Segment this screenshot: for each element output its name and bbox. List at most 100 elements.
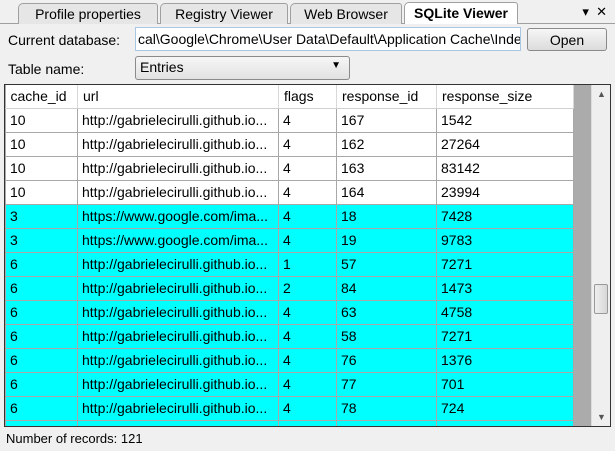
table-row[interactable]: 6 http://gabrielecirulli.github.io... 4 76 1…: [5, 347, 574, 373]
cell-flags[interactable]: 4: [278, 227, 337, 253]
cell-response_id[interactable]: [336, 419, 437, 426]
cell-response_size[interactable]: 7271: [436, 251, 574, 277]
table-row[interactable]: 6 http://gabrielecirulli.github.io... 2 84 1…: [5, 275, 574, 301]
cell-flags[interactable]: 4: [278, 155, 337, 181]
column-header-cache_id[interactable]: cache_id: [5, 85, 78, 109]
cell-response_size[interactable]: [436, 419, 574, 426]
cell-flags[interactable]: 4: [278, 179, 337, 205]
cell-cache_id[interactable]: 6: [5, 251, 78, 277]
column-header-flags[interactable]: flags: [278, 85, 337, 109]
cell-response_id[interactable]: 163: [336, 155, 437, 181]
open-button[interactable]: Open: [527, 28, 607, 51]
cell-url[interactable]: [77, 419, 279, 426]
table-row[interactable]: 6 http://gabrielecirulli.github.io... 4 58 7…: [5, 323, 574, 349]
cell-cache_id[interactable]: 6: [5, 395, 78, 421]
cell-response_id[interactable]: 78: [336, 395, 437, 421]
cell-response_size[interactable]: 4758: [436, 299, 574, 325]
cell-flags[interactable]: 4: [278, 299, 337, 325]
cell-response_id[interactable]: 77: [336, 371, 437, 397]
cell-url[interactable]: http://gabrielecirulli.github.io...: [77, 371, 279, 397]
cell-response_id[interactable]: 84: [336, 275, 437, 301]
cell-response_id[interactable]: 76: [336, 347, 437, 373]
cell-url[interactable]: http://gabrielecirulli.github.io...: [77, 323, 279, 349]
cell-url[interactable]: http://gabrielecirulli.github.io...: [77, 347, 279, 373]
cell-response_size[interactable]: 9783: [436, 227, 574, 253]
cell-response_size[interactable]: 83142: [436, 155, 574, 181]
cell-cache_id[interactable]: 6: [5, 347, 78, 373]
cell-flags[interactable]: 4: [278, 203, 337, 229]
cell-response_size[interactable]: 701: [436, 371, 574, 397]
cell-cache_id[interactable]: 6: [5, 371, 78, 397]
tab-web-browser[interactable]: Web Browser: [290, 3, 402, 24]
tab-sqlite-viewer[interactable]: SQLite Viewer: [404, 2, 518, 24]
cell-response_id[interactable]: 18: [336, 203, 437, 229]
cell-flags[interactable]: 4: [278, 395, 337, 421]
cell-response_size[interactable]: 27264: [436, 131, 574, 157]
cell-cache_id[interactable]: [5, 419, 78, 426]
table-row[interactable]: 10 http://gabrielecirulli.github.io... 4 16…: [5, 155, 574, 181]
table-row[interactable]: [5, 419, 574, 426]
table-name-select[interactable]: Entries ▼: [135, 56, 350, 80]
column-header-url[interactable]: url: [77, 85, 279, 109]
cell-cache_id[interactable]: 10: [5, 107, 78, 133]
cell-url[interactable]: https://www.google.com/ima...: [77, 203, 279, 229]
table-row[interactable]: 10 http://gabrielecirulli.github.io... 4 16…: [5, 107, 574, 133]
cell-response_size[interactable]: 1542: [436, 107, 574, 133]
scroll-up-icon[interactable]: ▲: [597, 89, 606, 99]
cell-flags[interactable]: 1: [278, 251, 337, 277]
scrollbar-thumb[interactable]: [594, 284, 608, 314]
cell-response_id[interactable]: 19: [336, 227, 437, 253]
table-row[interactable]: 6 http://gabrielecirulli.github.io... 4 77 7…: [5, 371, 574, 397]
table-row[interactable]: 6 http://gabrielecirulli.github.io... 4 63 4…: [5, 299, 574, 325]
cell-flags[interactable]: 4: [278, 131, 337, 157]
cell-cache_id[interactable]: 6: [5, 323, 78, 349]
cell-response_id[interactable]: 167: [336, 107, 437, 133]
cell-response_size[interactable]: 23994: [436, 179, 574, 205]
tab-profile-properties[interactable]: Profile properties: [18, 3, 158, 24]
column-header-response_size[interactable]: response_size: [436, 85, 574, 109]
cell-flags[interactable]: 4: [278, 347, 337, 373]
table-row[interactable]: 3 https://www.google.com/ima... 4 18 7428: [5, 203, 574, 229]
cell-cache_id[interactable]: 10: [5, 179, 78, 205]
cell-url[interactable]: http://gabrielecirulli.github.io...: [77, 131, 279, 157]
cell-url[interactable]: http://gabrielecirulli.github.io...: [77, 107, 279, 133]
scroll-down-icon[interactable]: ▼: [597, 412, 606, 422]
cell-flags[interactable]: [278, 419, 337, 426]
cell-response_size[interactable]: 724: [436, 395, 574, 421]
close-icon[interactable]: ✕: [596, 4, 607, 19]
cell-cache_id[interactable]: 3: [5, 227, 78, 253]
cell-response_size[interactable]: 1473: [436, 275, 574, 301]
cell-response_size[interactable]: 7428: [436, 203, 574, 229]
tab-registry-viewer[interactable]: Registry Viewer: [160, 3, 288, 24]
cell-cache_id[interactable]: 10: [5, 131, 78, 157]
cell-response_size[interactable]: 7271: [436, 323, 574, 349]
cell-cache_id[interactable]: 3: [5, 203, 78, 229]
table-row[interactable]: 3 https://www.google.com/ima... 4 19 9783: [5, 227, 574, 253]
vertical-scrollbar[interactable]: ▲ ▼: [591, 85, 610, 426]
cell-response_id[interactable]: 162: [336, 131, 437, 157]
cell-flags[interactable]: 4: [278, 323, 337, 349]
cell-url[interactable]: http://gabrielecirulli.github.io...: [77, 251, 279, 277]
cell-response_size[interactable]: 1376: [436, 347, 574, 373]
table-row[interactable]: 6 http://gabrielecirulli.github.io... 4 78 7…: [5, 395, 574, 421]
table-row[interactable]: 6 http://gabrielecirulli.github.io... 1 57 7…: [5, 251, 574, 277]
cell-url[interactable]: http://gabrielecirulli.github.io...: [77, 275, 279, 301]
cell-response_id[interactable]: 57: [336, 251, 437, 277]
table-row[interactable]: 10 http://gabrielecirulli.github.io... 4 16…: [5, 179, 574, 205]
cell-response_id[interactable]: 63: [336, 299, 437, 325]
cell-url[interactable]: http://gabrielecirulli.github.io...: [77, 155, 279, 181]
cell-flags[interactable]: 4: [278, 107, 337, 133]
cell-url[interactable]: http://gabrielecirulli.github.io...: [77, 299, 279, 325]
cell-cache_id[interactable]: 6: [5, 275, 78, 301]
column-header-response_id[interactable]: response_id: [336, 85, 437, 109]
database-path-input[interactable]: cal\Google\Chrome\User Data\Default\Appl…: [135, 27, 521, 51]
cell-flags[interactable]: 2: [278, 275, 337, 301]
cell-cache_id[interactable]: 6: [5, 299, 78, 325]
cell-url[interactable]: http://gabrielecirulli.github.io...: [77, 395, 279, 421]
cell-flags[interactable]: 4: [278, 371, 337, 397]
cell-cache_id[interactable]: 10: [5, 155, 78, 181]
table-row[interactable]: 10 http://gabrielecirulli.github.io... 4 16…: [5, 131, 574, 157]
dropdown-menu-icon[interactable]: ▾: [582, 4, 589, 19]
cell-url[interactable]: https://www.google.com/ima...: [77, 227, 279, 253]
cell-response_id[interactable]: 58: [336, 323, 437, 349]
